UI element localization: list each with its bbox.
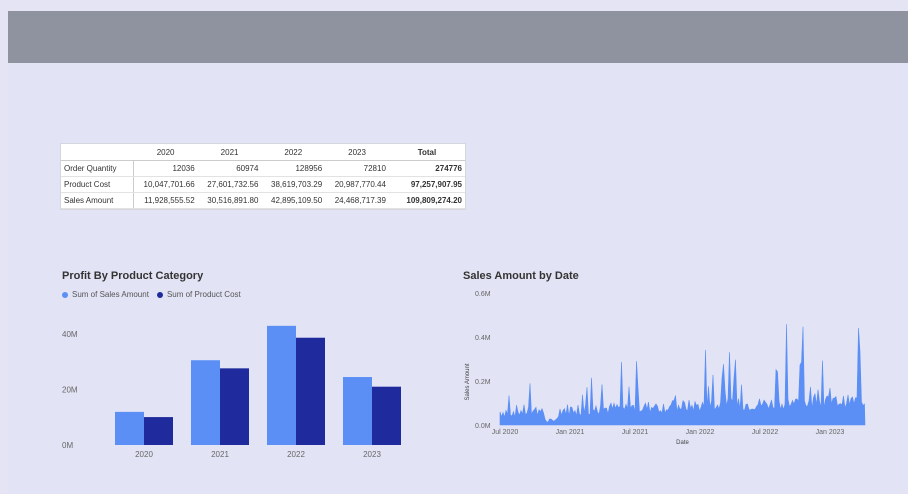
legend-dot-icon	[62, 291, 68, 298]
y-tick-label: 20M	[62, 385, 78, 394]
matrix-cell: 27,601,732.56	[197, 176, 262, 193]
x-tick-label: Jan 2021	[556, 429, 585, 436]
matrix-cell: 60974	[197, 160, 262, 177]
matrix-row-label[interactable]: Order Quantity	[61, 160, 134, 177]
profit-chart-title: Profit By Product Category	[62, 270, 204, 282]
matrix-cell: 38,619,703.29	[261, 176, 326, 193]
bar-2022-sales	[267, 325, 296, 445]
bar-2023-cost	[372, 386, 401, 445]
matrix-corner	[61, 144, 134, 161]
bar-2020-cost	[144, 417, 173, 445]
matrix-col-header[interactable]: 2023	[325, 144, 389, 161]
y-axis-label: Sales Amount	[465, 363, 471, 400]
matrix-total-cell: 109,809,274.20	[388, 192, 465, 209]
x-tick-label: 2022	[287, 450, 305, 459]
sales-chart-title: Sales Amount by Date	[463, 270, 579, 282]
matrix-cell: 72810	[325, 160, 389, 177]
matrix-cell: 10,047,701.66	[133, 176, 198, 193]
sales-area-chart[interactable]: 0.0M 0.2M 0.4M 0.6M Sales Amount Jul 2020 Jan …	[455, 282, 875, 457]
x-tick-label: 2020	[135, 450, 153, 459]
bar-2023-sales	[343, 377, 372, 445]
x-tick-label: Jul 2022	[752, 429, 779, 436]
x-axis-label: Date	[676, 440, 689, 446]
matrix-cell: 11,928,555.52	[133, 192, 198, 209]
bar-2021-cost	[220, 368, 249, 445]
y-tick-label: 0.4M	[475, 335, 491, 342]
x-tick-label: 2021	[211, 450, 229, 459]
x-tick-label: Jan 2022	[686, 429, 715, 436]
matrix-cell: 30,516,891.80	[197, 192, 262, 209]
y-tick-label: 0.6M	[475, 291, 491, 298]
bar-2020-sales	[115, 411, 144, 445]
x-tick-label: 2023	[363, 450, 381, 459]
y-tick-label: 0M	[62, 441, 73, 450]
x-tick-label: Jul 2021	[622, 429, 649, 436]
profit-chart-legend[interactable]: Sum of Sales Amount Sum of Product Cost	[62, 290, 241, 299]
matrix-cell: 128956	[261, 160, 326, 177]
matrix-row: Order Quantity 12036 60974 128956 72810 …	[61, 160, 465, 177]
matrix-table: 2020 2021 2022 2023 Total Order Quantity…	[61, 144, 465, 209]
matrix-col-header-total[interactable]: Total	[388, 144, 465, 161]
y-tick-label: 40M	[62, 330, 78, 339]
x-tick-label: Jan 2023	[816, 429, 845, 436]
bar-2022-cost	[296, 337, 325, 445]
matrix-cell: 20,987,770.44	[325, 176, 389, 193]
matrix-row-label[interactable]: Sales Amount	[61, 192, 134, 209]
matrix-row: Sales Amount 11,928,555.52 30,516,891.80…	[61, 192, 465, 209]
matrix-row: Product Cost 10,047,701.66 27,601,732.56…	[61, 176, 465, 193]
legend-dot-icon	[156, 291, 163, 298]
matrix-cell: 12036	[133, 160, 198, 177]
matrix-total-cell: 274776	[388, 160, 465, 177]
legend-item-cost[interactable]: Sum of Product Cost	[166, 290, 241, 299]
legend-item-sales[interactable]: Sum of Sales Amount	[72, 290, 149, 299]
x-tick-label: Jul 2020	[492, 429, 519, 436]
matrix-col-header[interactable]: 2021	[197, 144, 262, 161]
profit-bar-chart[interactable]: 0M 20M 40M 2020 2021 2022 2023	[50, 300, 420, 465]
sales-area-series	[499, 324, 866, 426]
report-header-bar	[8, 11, 908, 63]
matrix-cell: 24,468,717.39	[325, 192, 389, 209]
bar-2021-sales	[191, 360, 220, 445]
matrix-cell: 42,895,109.50	[261, 192, 326, 209]
matrix-row-label[interactable]: Product Cost	[61, 176, 134, 193]
matrix-total-cell: 97,257,907.95	[388, 176, 465, 193]
matrix-col-header[interactable]: 2020	[133, 144, 198, 161]
matrix-header-row: 2020 2021 2022 2023 Total	[61, 144, 465, 161]
matrix-col-header[interactable]: 2022	[261, 144, 326, 161]
y-tick-label: 0.2M	[475, 379, 491, 386]
summary-matrix[interactable]: 2020 2021 2022 2023 Total Order Quantity…	[60, 143, 466, 210]
y-tick-label: 0.0M	[475, 423, 491, 430]
